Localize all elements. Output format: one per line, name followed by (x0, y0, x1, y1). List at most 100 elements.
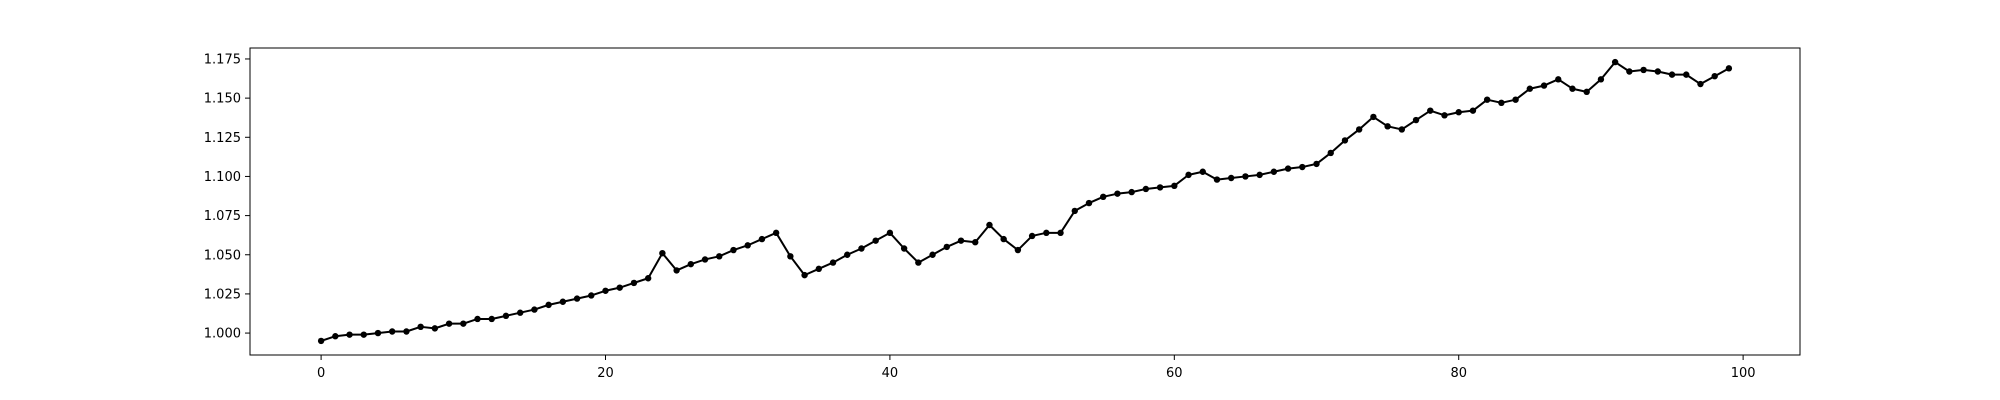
plot-frame (249, 47, 1801, 356)
data-point (801, 271, 808, 279)
data-point (1071, 207, 1078, 215)
data-point (1100, 193, 1107, 201)
data-point (1398, 126, 1406, 133)
data-point (673, 267, 680, 274)
y-tick-label: 1.000 (204, 327, 241, 342)
data-point (1455, 109, 1462, 116)
y-tick-label: 1.100 (204, 170, 241, 185)
data-point (915, 259, 922, 266)
x-tick-label: 60 (1166, 366, 1183, 381)
data-point (1611, 58, 1619, 66)
series-line (320, 61, 1730, 342)
data-point (1270, 168, 1278, 175)
data-point (744, 242, 751, 249)
y-tick-label: 1.175 (204, 52, 241, 67)
data-point (516, 309, 524, 316)
y-tick-label: 1.150 (204, 92, 241, 107)
data-point (1526, 85, 1534, 92)
data-point (1654, 68, 1661, 75)
data-point (1057, 229, 1064, 237)
data-point (1555, 76, 1562, 83)
y-tick-label: 1.025 (204, 287, 241, 302)
data-point (602, 287, 609, 294)
data-point (573, 295, 581, 302)
x-tick-label: 100 (1731, 366, 1756, 381)
data-point (1441, 112, 1448, 119)
data-point (1412, 116, 1420, 124)
axes (249, 47, 1801, 356)
data-point (389, 328, 396, 335)
data-point (659, 249, 666, 257)
data-point (1313, 160, 1320, 168)
data-point (403, 328, 410, 335)
series-group (317, 58, 1733, 345)
data-point (1384, 123, 1391, 130)
y-tick-label: 1.050 (204, 248, 241, 263)
data-point (1711, 72, 1718, 80)
data-point (559, 298, 567, 305)
data-point (1370, 113, 1377, 121)
axis-ticks: 0 20 40 60 80 100 1.000 1.025 1.050 1.075 1.100 1.1… (204, 52, 1756, 381)
data-point (758, 235, 766, 243)
data-point (1469, 107, 1477, 114)
data-point (900, 245, 908, 252)
data-point (1483, 96, 1491, 103)
data-point (716, 253, 723, 260)
data-point (772, 229, 780, 237)
data-point (360, 331, 367, 338)
data-point (1014, 246, 1022, 254)
data-point (644, 275, 652, 282)
data-point (346, 331, 353, 338)
data-point (1227, 174, 1235, 182)
data-point (488, 315, 495, 323)
data-point (1185, 171, 1192, 179)
data-point (1512, 96, 1519, 103)
data-point (1597, 76, 1605, 83)
data-point (1114, 190, 1121, 197)
data-point (986, 221, 993, 229)
data-point (886, 229, 894, 237)
data-point (787, 253, 794, 260)
data-point (502, 312, 510, 320)
data-point (1171, 182, 1178, 190)
data-point (1327, 149, 1334, 157)
data-point (872, 237, 879, 244)
data-point (815, 265, 823, 273)
data-point (1626, 68, 1633, 75)
data-point (701, 256, 709, 263)
data-point (545, 301, 552, 309)
data-point (687, 260, 695, 268)
data-point (957, 237, 965, 244)
data-point (1498, 99, 1505, 107)
data-point (1028, 232, 1036, 240)
data-point (1427, 107, 1434, 114)
data-point (1142, 185, 1150, 193)
data-point (1697, 80, 1704, 88)
data-point (1256, 171, 1263, 179)
data-point (943, 243, 950, 251)
data-point (1299, 163, 1306, 171)
data-point (844, 251, 851, 258)
data-point (630, 279, 638, 287)
data-point (616, 284, 623, 291)
y-tick-label: 1.075 (204, 209, 241, 224)
data-point (730, 246, 737, 254)
data-point (1725, 65, 1733, 72)
data-point (1128, 188, 1135, 196)
data-point (417, 323, 424, 331)
data-point (374, 329, 382, 337)
data-point (445, 320, 453, 327)
data-point (431, 325, 439, 332)
data-point (1085, 199, 1093, 207)
data-point (1000, 235, 1007, 243)
data-point (1540, 82, 1548, 89)
data-point (317, 337, 325, 345)
data-point (929, 251, 936, 258)
data-point (460, 320, 467, 327)
x-tick-label: 0 (317, 366, 325, 381)
data-point (829, 259, 837, 266)
data-point (1355, 126, 1363, 133)
data-point (588, 292, 595, 299)
